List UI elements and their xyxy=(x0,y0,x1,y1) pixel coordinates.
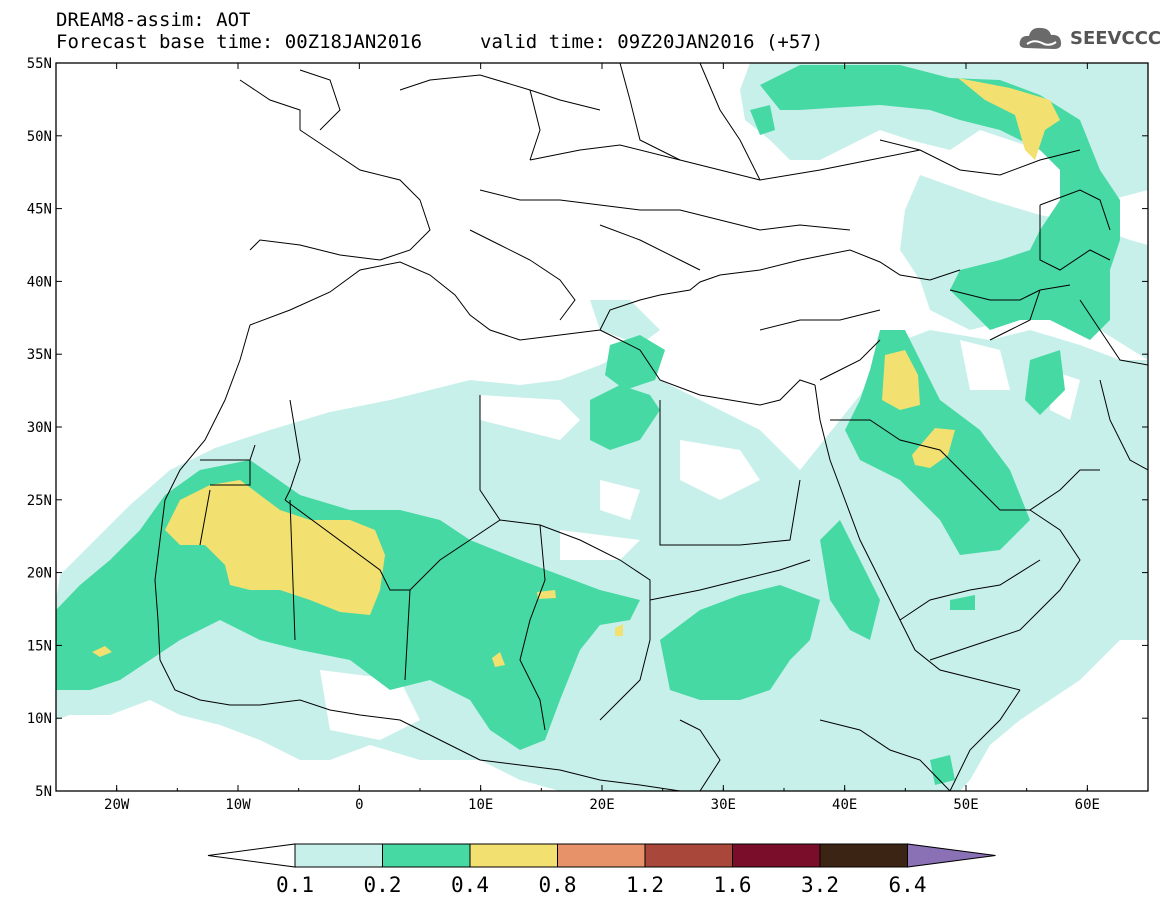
colorbar-box xyxy=(382,843,471,868)
lat-tick-label: 45N xyxy=(27,202,52,218)
lat-tick-label: 40N xyxy=(27,274,52,290)
logo-text: SEEVCCC xyxy=(1070,28,1162,49)
colorbar-box xyxy=(819,843,908,868)
axis-ticks: 20W 10W 0 10E 20E 30E 40E 50E 60E 5N 10N 15N 20N 25N 3… xyxy=(27,56,1149,813)
colorbar-box xyxy=(732,843,821,868)
colorbar-over-arrow xyxy=(907,843,996,868)
colorbar: 0.1 0.2 0.4 0.8 1.2 1.6 3.2 6.4 xyxy=(207,843,996,897)
colorbar-label: 0.4 xyxy=(451,873,489,897)
colorbar-label: 6.4 xyxy=(889,873,927,897)
colorbar-label: 0.1 xyxy=(276,873,314,897)
aot-field xyxy=(56,63,1148,791)
cloud-icon xyxy=(1019,27,1062,49)
colorbar-label: 1.6 xyxy=(714,873,752,897)
colorbar-label: 1.2 xyxy=(626,873,664,897)
colorbar-label: 0.2 xyxy=(364,873,402,897)
colorbar-label: 3.2 xyxy=(801,873,839,897)
lon-tick-label: 50E xyxy=(953,797,978,813)
lat-tick-label: 10N xyxy=(27,711,52,727)
lat-tick-label: 20N xyxy=(27,566,52,582)
lon-tick-label: 40E xyxy=(832,797,857,813)
lat-tick-label: 25N xyxy=(27,493,52,509)
colorbar-box xyxy=(557,843,646,868)
lon-tick-label: 30E xyxy=(711,797,736,813)
lon-tick-label: 60E xyxy=(1075,797,1100,813)
boundaries xyxy=(154,63,1148,791)
colorbar-under-arrow xyxy=(207,843,296,868)
lon-tick-label: 20E xyxy=(589,797,614,813)
forecast-base-time: Forecast base time: 00Z18JAN2016 xyxy=(56,31,423,53)
lat-tick-label: 35N xyxy=(27,347,52,363)
colorbar-box xyxy=(294,843,383,868)
colorbar-box xyxy=(644,843,733,868)
lat-tick-label: 50N xyxy=(27,129,52,145)
seevccc-logo: SEEVCCC xyxy=(1018,22,1162,56)
map-title: DREAM8-assim: AOT xyxy=(56,9,251,31)
lon-tick-label: 10W xyxy=(225,797,251,813)
lon-tick-label: 20W xyxy=(104,797,130,813)
lat-tick-label: 55N xyxy=(27,56,52,72)
lat-tick-label: 30N xyxy=(27,420,52,436)
lat-tick-label: 5N xyxy=(35,784,52,800)
colorbar-box xyxy=(469,843,558,868)
lon-tick-label: 10E xyxy=(468,797,493,813)
colorbar-label: 0.8 xyxy=(539,873,577,897)
valid-time: valid time: 09Z20JAN2016 (+57) xyxy=(480,31,824,53)
lat-tick-label: 15N xyxy=(27,638,52,654)
lon-tick-label: 0 xyxy=(355,797,363,813)
